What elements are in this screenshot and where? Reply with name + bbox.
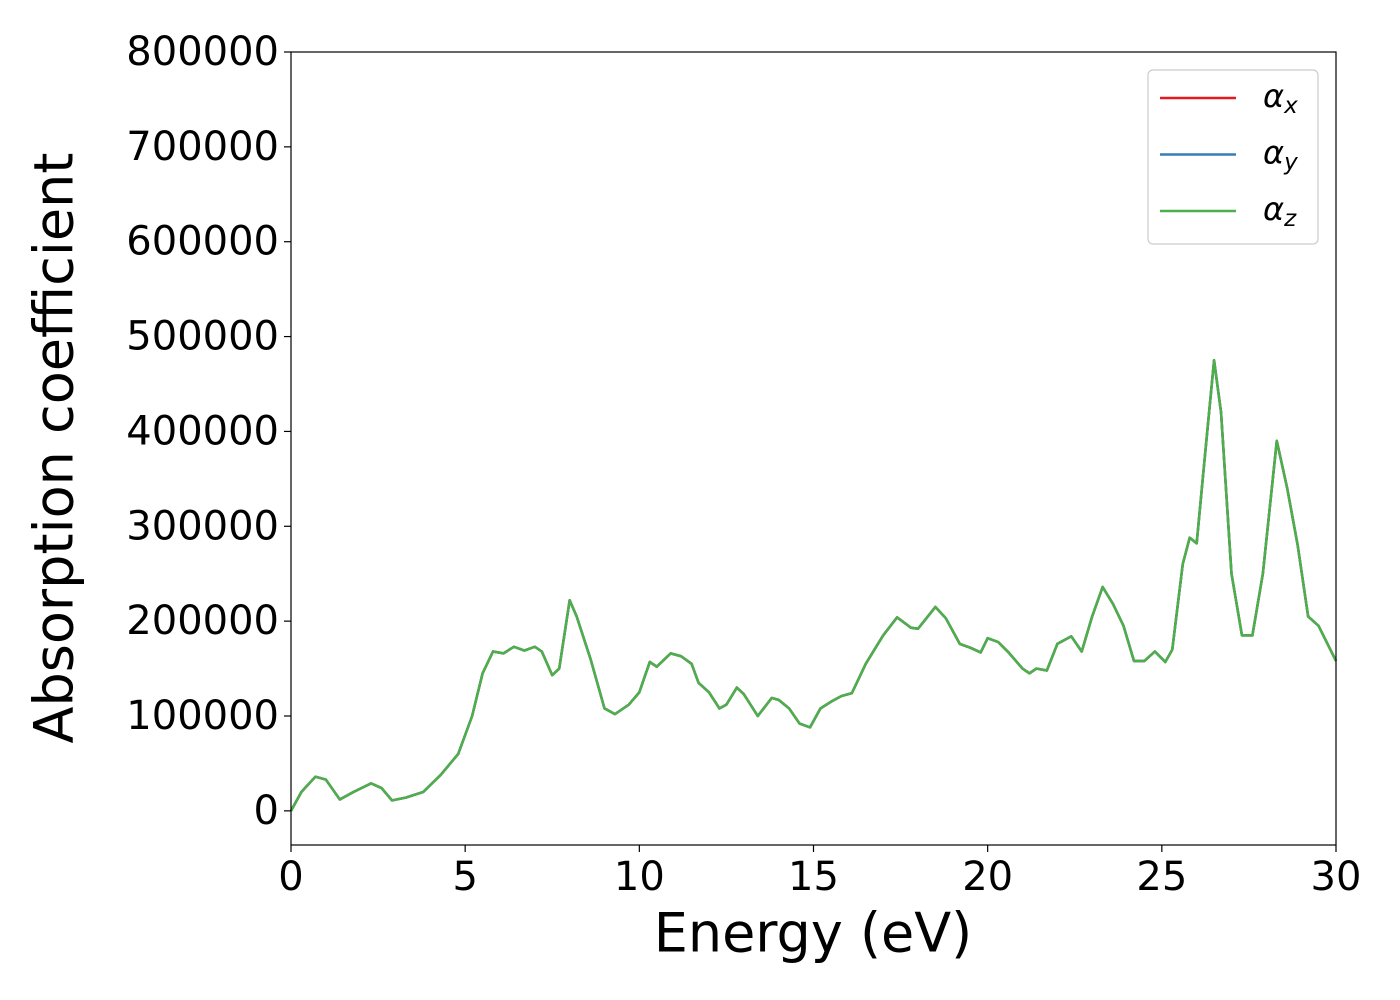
x-tick-label: 30 bbox=[1311, 854, 1362, 900]
y-tick-label: 300000 bbox=[126, 503, 279, 549]
legend-label: αy bbox=[1263, 134, 1298, 176]
y-tick-label: 0 bbox=[254, 788, 279, 834]
y-tick-label: 200000 bbox=[126, 598, 279, 644]
series-line bbox=[289, 359, 1338, 812]
x-tick-label: 15 bbox=[788, 854, 839, 900]
y-tick-label: 600000 bbox=[126, 219, 279, 265]
y-tick-label: 800000 bbox=[126, 29, 279, 75]
y-tick-label: 100000 bbox=[126, 693, 279, 739]
x-tick-label: 25 bbox=[1136, 854, 1187, 900]
x-tick-label: 20 bbox=[962, 854, 1013, 900]
y-tick-label: 400000 bbox=[126, 408, 279, 454]
legend-label: αz bbox=[1263, 190, 1297, 232]
y-tick-label: 500000 bbox=[126, 314, 279, 360]
y-axis-label: Absorption coefficient bbox=[23, 153, 86, 744]
x-axis-label: Energy (eV) bbox=[654, 902, 973, 965]
legend-label: αx bbox=[1263, 77, 1298, 119]
legend-box bbox=[1147, 69, 1319, 245]
y-tick-label: 700000 bbox=[126, 124, 279, 170]
x-tick-label: 5 bbox=[452, 854, 477, 900]
x-tick-label: 10 bbox=[614, 854, 665, 900]
x-tick-label: 0 bbox=[278, 854, 303, 900]
axes-frame bbox=[290, 51, 1337, 846]
